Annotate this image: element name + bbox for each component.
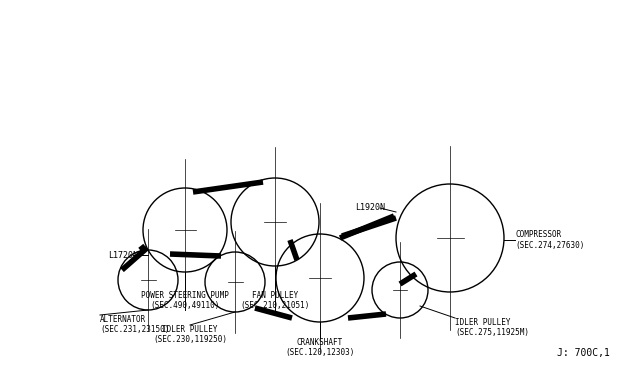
Text: J: 700C,1: J: 700C,1 bbox=[557, 348, 610, 358]
Text: IDLER PULLEY
(SEC.275,11925M): IDLER PULLEY (SEC.275,11925M) bbox=[455, 318, 529, 337]
Text: COMPRESSOR
(SEC.274,27630): COMPRESSOR (SEC.274,27630) bbox=[515, 230, 584, 250]
Text: CRANKSHAFT
(SEC.120,12303): CRANKSHAFT (SEC.120,12303) bbox=[285, 338, 355, 357]
Text: L1720N: L1720N bbox=[108, 250, 138, 260]
Text: FAN PULLEY
(SEC.210,21051): FAN PULLEY (SEC.210,21051) bbox=[240, 291, 310, 310]
Text: ALTERNATOR
(SEC.231,23150): ALTERNATOR (SEC.231,23150) bbox=[100, 315, 170, 334]
Text: L1920N: L1920N bbox=[355, 203, 385, 212]
Text: IDLER PULLEY
(SEC.230,119250): IDLER PULLEY (SEC.230,119250) bbox=[153, 325, 227, 344]
Text: POWER STEERING PUMP
(SEC.490,49110): POWER STEERING PUMP (SEC.490,49110) bbox=[141, 291, 229, 310]
